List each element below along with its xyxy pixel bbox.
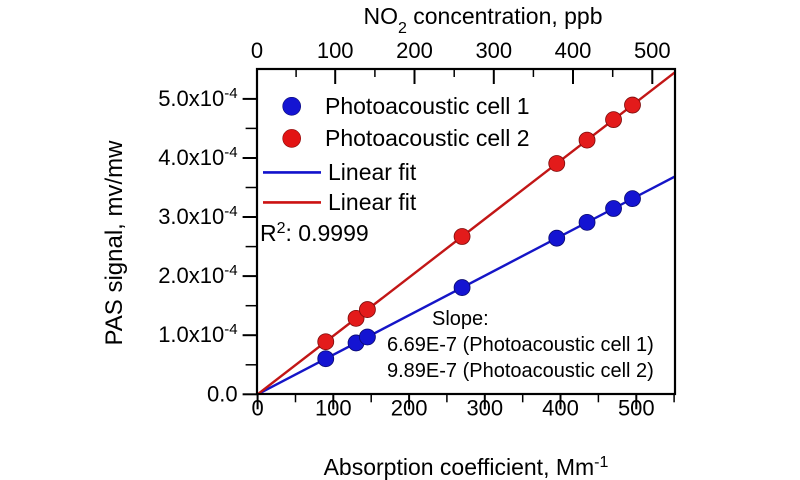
svg-text:400: 400 xyxy=(555,38,592,63)
svg-text:400: 400 xyxy=(542,395,579,420)
svg-text:300: 300 xyxy=(466,395,503,420)
svg-text:6.69E-7 (Photoacoustic cell 1): 6.69E-7 (Photoacoustic cell 1) xyxy=(387,334,654,356)
svg-text:Linear fit: Linear fit xyxy=(328,189,417,215)
svg-text:Linear fit: Linear fit xyxy=(328,159,417,185)
svg-text:Slope:: Slope: xyxy=(432,308,489,330)
svg-text:NO2 concentration, ppb: NO2 concentration, ppb xyxy=(363,3,602,37)
svg-text:0: 0 xyxy=(251,38,263,63)
svg-text:100: 100 xyxy=(315,395,352,420)
svg-text:R2: 0.9999: R2: 0.9999 xyxy=(260,220,369,247)
svg-text:1.0x10-4: 1.0x10-4 xyxy=(158,321,237,348)
svg-text:5.0x10-4: 5.0x10-4 xyxy=(158,84,237,111)
svg-text:200: 200 xyxy=(396,38,433,63)
svg-text:4.0x10-4: 4.0x10-4 xyxy=(158,144,237,171)
svg-text:300: 300 xyxy=(475,38,512,63)
svg-text:500: 500 xyxy=(618,395,655,420)
svg-text:Photoacoustic cell 1: Photoacoustic cell 1 xyxy=(325,93,530,119)
svg-text:2.0x10-4: 2.0x10-4 xyxy=(158,262,237,289)
svg-text:PAS signal, mv/mw: PAS signal, mv/mw xyxy=(101,140,128,346)
svg-text:500: 500 xyxy=(634,38,671,63)
svg-text:9.89E-7 (Photoacoustic cell 2): 9.89E-7 (Photoacoustic cell 2) xyxy=(387,360,654,382)
svg-text:100: 100 xyxy=(317,38,354,63)
svg-text:200: 200 xyxy=(391,395,428,420)
svg-text:Absorption coefficient, Mm-1: Absorption coefficient, Mm-1 xyxy=(324,454,609,480)
svg-text:0.0: 0.0 xyxy=(207,381,238,406)
svg-text:Photoacoustic cell 2: Photoacoustic cell 2 xyxy=(325,125,530,151)
svg-text:3.0x10-4: 3.0x10-4 xyxy=(158,203,237,230)
svg-text:0: 0 xyxy=(251,395,263,420)
